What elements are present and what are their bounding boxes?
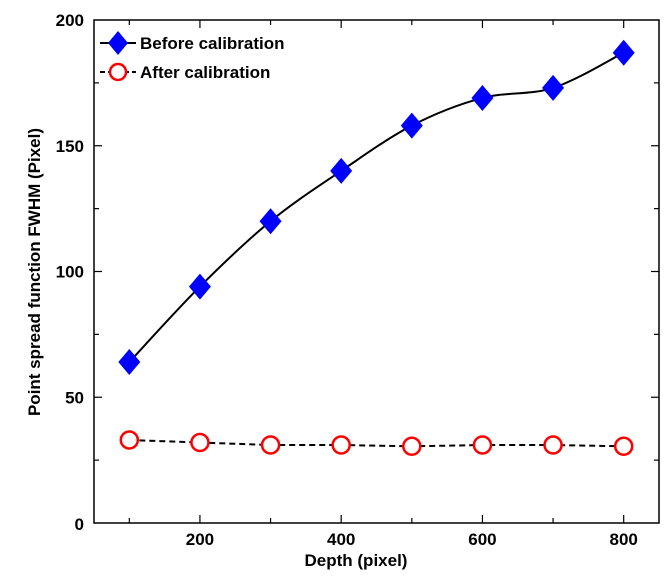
x-tick-label: 600 xyxy=(468,530,496,549)
data-point-after xyxy=(543,435,563,455)
y-tick-label: 50 xyxy=(65,388,84,407)
data-point-after xyxy=(472,435,493,455)
x-axis-ticks: 200 400 600 800 xyxy=(128,20,638,549)
x-tick-label: 800 xyxy=(610,530,638,549)
data-point-before xyxy=(542,74,565,101)
data-point-before xyxy=(400,112,423,139)
y-origin-label: 0 xyxy=(75,515,84,534)
plot-area xyxy=(93,19,660,524)
series-line-1 xyxy=(129,439,624,448)
y-tick-label: 150 xyxy=(56,137,84,156)
legend-label-after: After calibration xyxy=(140,63,270,82)
legend-marker-before xyxy=(108,31,128,55)
y-axis-label: Point spread function FWHM (Pixel) xyxy=(25,128,44,416)
x-tick-label: 200 xyxy=(186,530,214,549)
data-point-after xyxy=(331,435,351,455)
data-point-before xyxy=(471,84,494,111)
y-tick-label: 200 xyxy=(56,11,84,30)
data-point-after xyxy=(613,436,634,457)
data-point-before xyxy=(188,273,211,300)
legend-marker-after xyxy=(108,62,128,82)
data-point-before xyxy=(612,39,635,66)
legend-label-before: Before calibration xyxy=(140,34,285,53)
x-tick-label: 400 xyxy=(327,530,355,549)
data-point-after xyxy=(190,432,210,453)
data-point-after xyxy=(402,436,422,457)
y-tick-label: 100 xyxy=(56,263,84,282)
legend: Before calibration After calibration xyxy=(100,31,285,82)
data-point-before xyxy=(330,157,353,184)
series-layer xyxy=(118,39,635,457)
data-point-before xyxy=(259,208,282,235)
y-axis-ticks: 50 100 150 200 xyxy=(56,11,659,461)
data-point-after xyxy=(260,435,281,455)
x-axis-label: Depth (pixel) xyxy=(305,551,408,570)
data-point-before xyxy=(118,349,141,376)
data-point-after xyxy=(119,430,140,450)
